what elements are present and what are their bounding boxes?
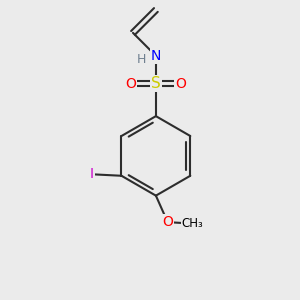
Text: O: O xyxy=(162,215,173,229)
Text: I: I xyxy=(90,167,94,181)
Text: H: H xyxy=(136,53,146,66)
Text: S: S xyxy=(151,76,161,91)
Text: N: N xyxy=(151,49,161,63)
Text: O: O xyxy=(176,77,186,91)
Text: O: O xyxy=(125,77,136,91)
Text: CH₃: CH₃ xyxy=(182,217,204,230)
